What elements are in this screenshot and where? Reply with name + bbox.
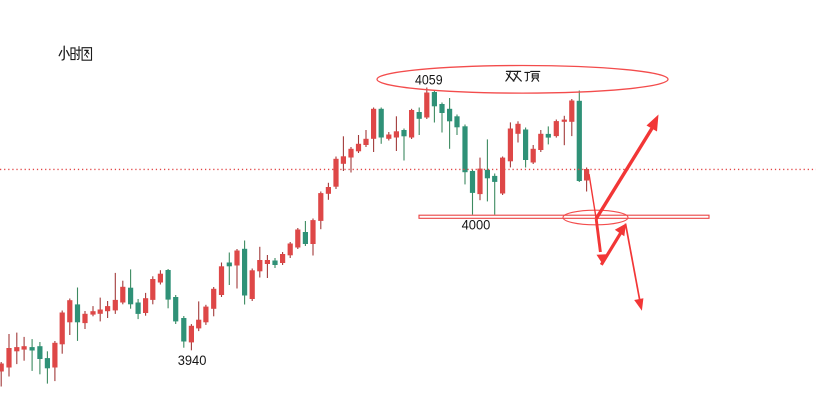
svg-text:3940: 3940: [178, 352, 207, 368]
svg-text:4000: 4000: [462, 216, 491, 232]
svg-text:4059: 4059: [415, 72, 443, 88]
